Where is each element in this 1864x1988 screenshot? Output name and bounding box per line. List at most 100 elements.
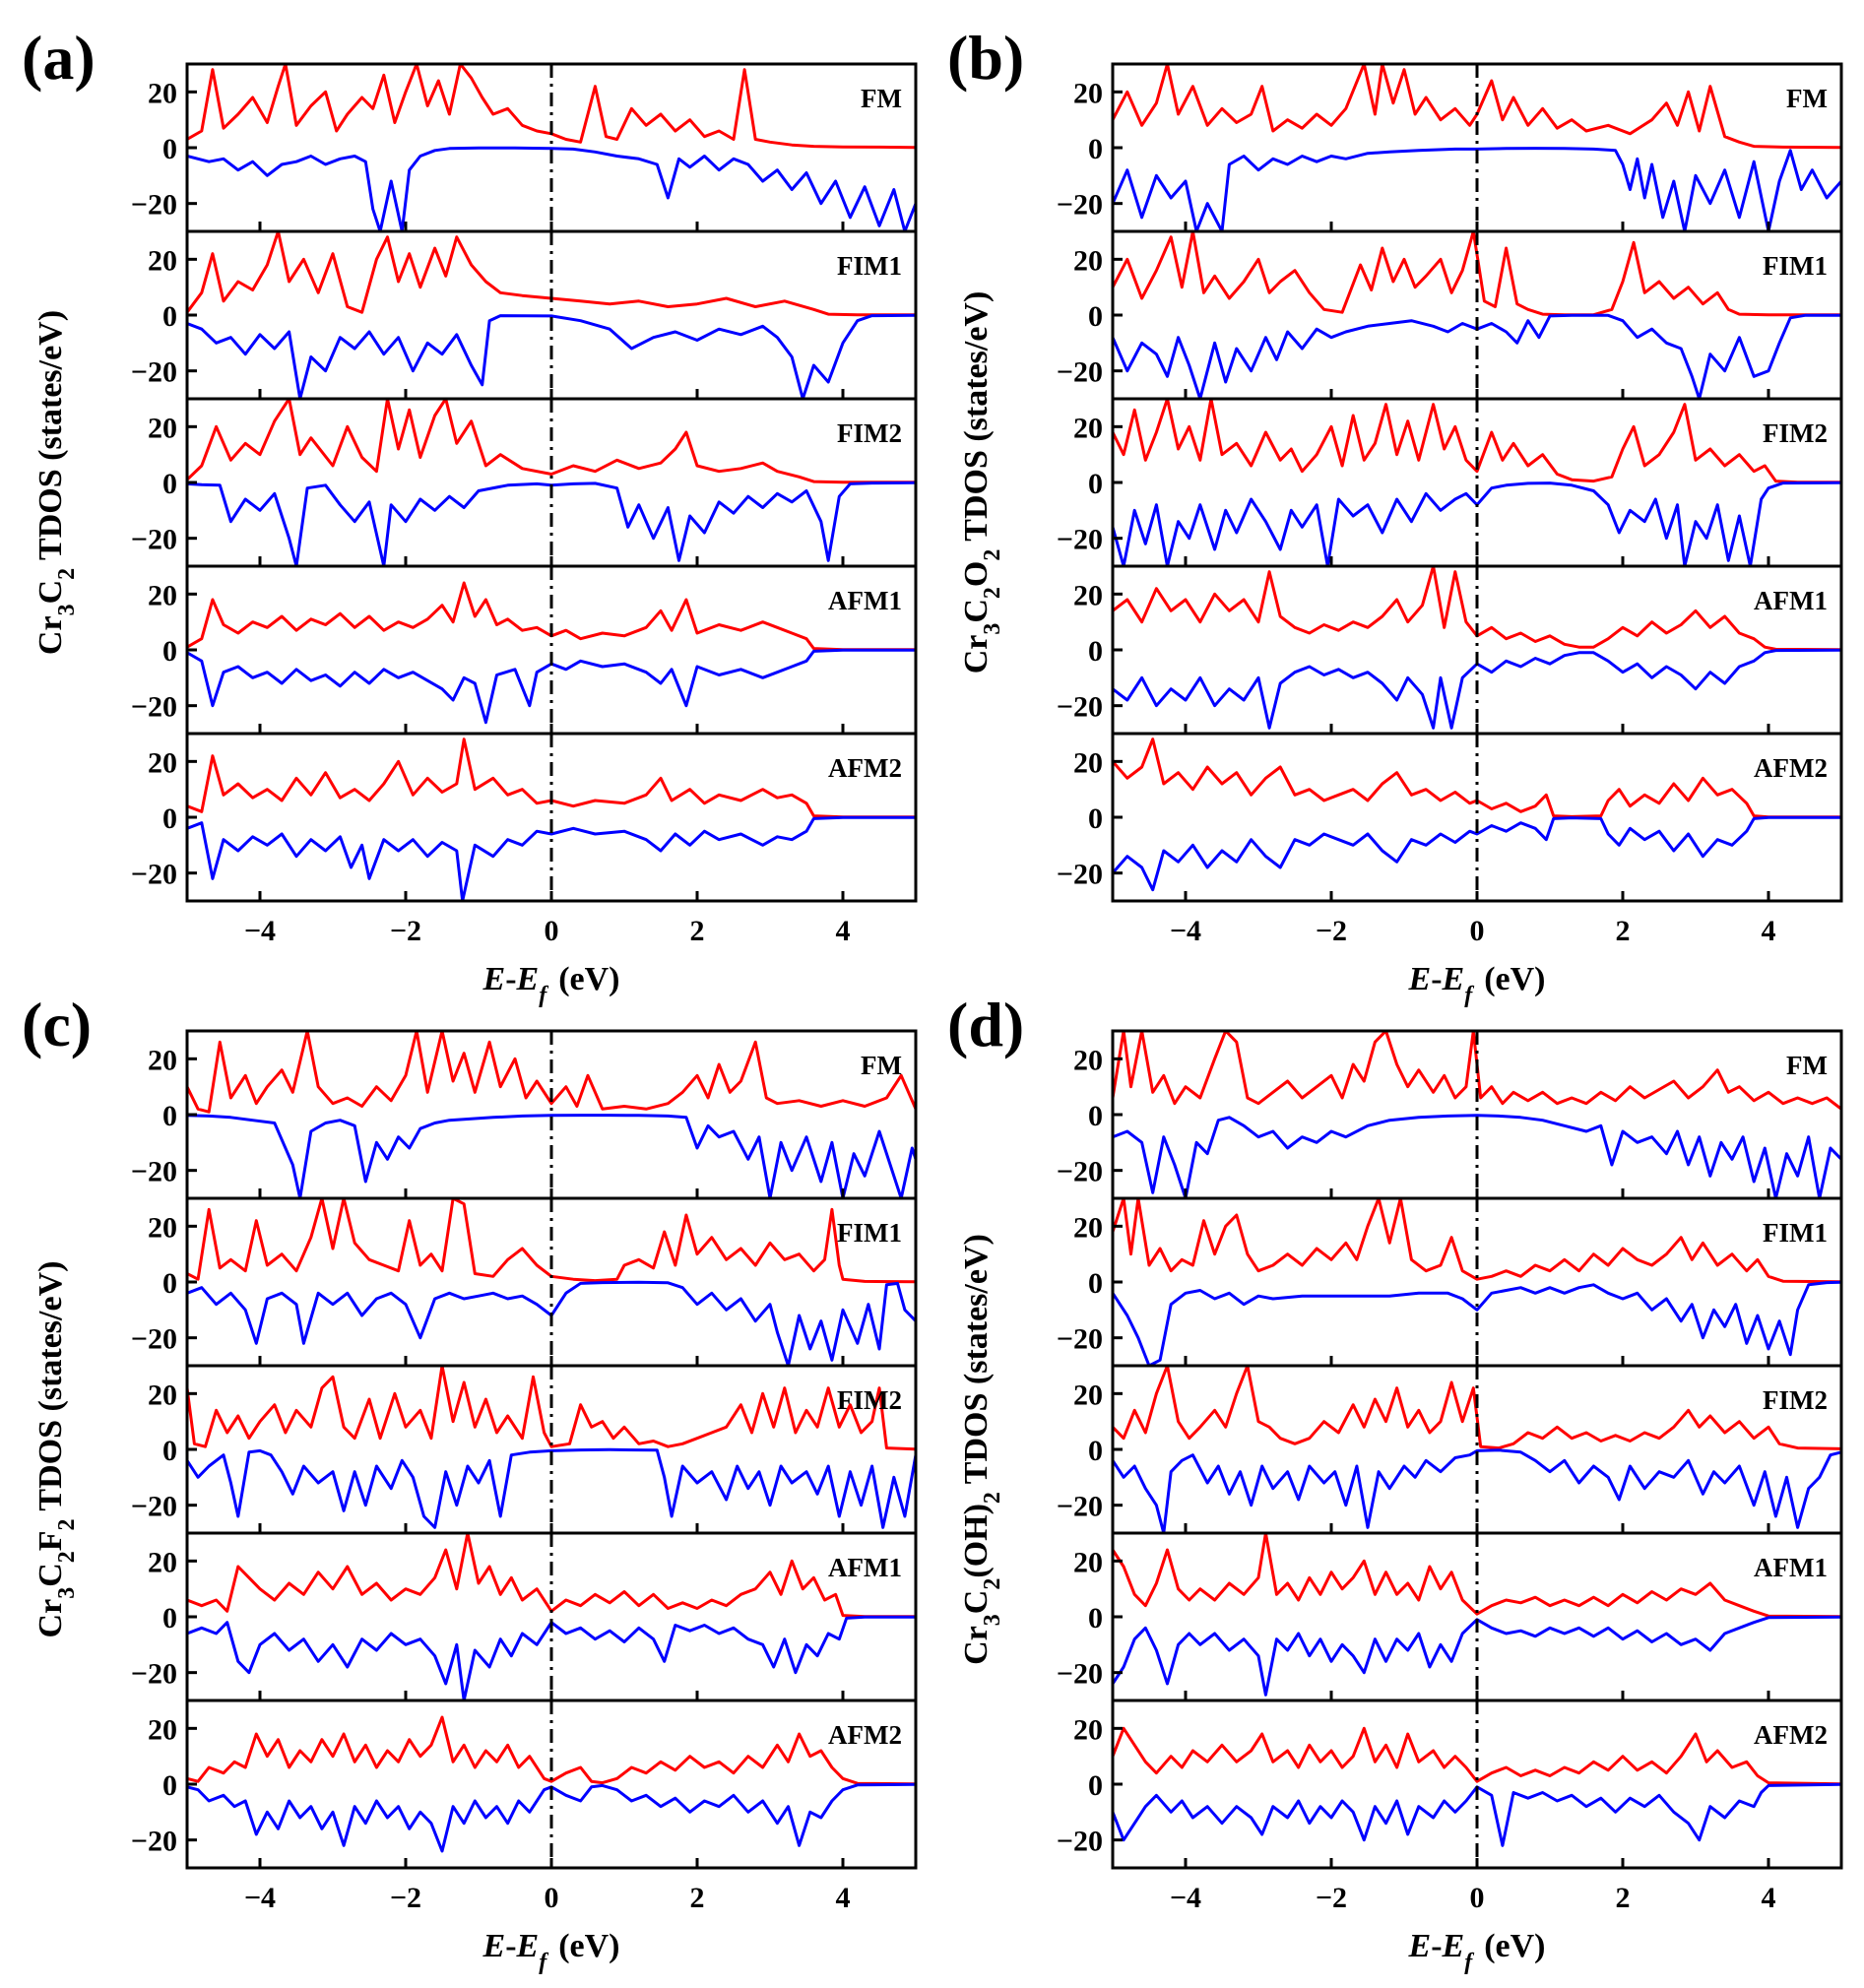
subplot-afm1: −20 0 20 AFM1 bbox=[131, 564, 918, 736]
spin-down-line bbox=[1113, 481, 1841, 566]
y-axis-title: Cr3C2 TDOS (states/eV) bbox=[32, 310, 80, 655]
y-tick-label: 20 bbox=[1073, 1044, 1103, 1076]
y-tick-label: 20 bbox=[148, 244, 177, 277]
y-tick-label: 0 bbox=[1088, 1769, 1103, 1802]
spin-up-line bbox=[1113, 1031, 1841, 1111]
config-label: FIM1 bbox=[1763, 1218, 1828, 1248]
spin-down-line bbox=[187, 648, 916, 725]
x-tick-label: 4 bbox=[836, 1882, 851, 1914]
config-label: FM bbox=[861, 1051, 902, 1080]
subplot-fim1: −20 0 20 FIM1 bbox=[1057, 229, 1843, 401]
y-tick-label: 20 bbox=[1073, 412, 1103, 444]
y-tick-label: 20 bbox=[148, 1211, 177, 1244]
spin-down-line bbox=[1113, 1280, 1841, 1366]
spin-down-line bbox=[187, 1114, 916, 1198]
subplot-afm2: −20 0 20 AFM2 bbox=[1057, 1699, 1843, 1870]
config-label: FM bbox=[1786, 84, 1828, 113]
y-tick-label: 20 bbox=[148, 1044, 177, 1076]
spin-down-line bbox=[187, 146, 916, 231]
panel-letter: (c) bbox=[22, 990, 92, 1059]
x-tick-label: 2 bbox=[1616, 1882, 1631, 1914]
config-label: AFM1 bbox=[1754, 1553, 1828, 1582]
subplot-fm: −20 0 20 FM bbox=[131, 1029, 918, 1200]
subplot-frame bbox=[185, 1531, 918, 1702]
spin-up-line bbox=[187, 1031, 916, 1114]
spin-down-line bbox=[1113, 1615, 1841, 1697]
y-tick-label: 20 bbox=[1073, 1713, 1103, 1746]
spin-up-line bbox=[1113, 1726, 1841, 1786]
spin-down-line bbox=[1113, 648, 1841, 730]
config-label: AFM2 bbox=[828, 1720, 902, 1750]
x-tick-label: −2 bbox=[390, 915, 421, 947]
subplot-afm1: −20 0 20 AFM1 bbox=[1057, 1531, 1843, 1702]
y-tick-label: 0 bbox=[1088, 1267, 1103, 1300]
x-axis-title: E-Ef (eV) bbox=[482, 1928, 620, 1975]
x-tick-label: −2 bbox=[1316, 915, 1347, 947]
y-tick-label: 0 bbox=[1088, 300, 1103, 333]
y-tick-label: 0 bbox=[162, 1100, 177, 1132]
spin-down-line bbox=[1113, 1114, 1841, 1198]
subplot-afm2: −20 0 20 AFM2 bbox=[131, 1699, 918, 1870]
config-label: FM bbox=[1786, 1051, 1828, 1080]
x-tick-label: 4 bbox=[1762, 1882, 1776, 1914]
y-tick-label: 0 bbox=[1088, 468, 1103, 500]
y-tick-label: −20 bbox=[131, 1323, 177, 1356]
y-tick-label: −20 bbox=[1057, 1826, 1103, 1858]
config-label: FIM2 bbox=[1763, 1385, 1828, 1415]
spin-down-line bbox=[187, 815, 916, 901]
y-tick-label: 20 bbox=[1073, 1546, 1103, 1578]
config-label: AFM2 bbox=[828, 753, 902, 783]
subplot-frame bbox=[1111, 564, 1843, 736]
x-tick-label: −4 bbox=[244, 915, 276, 947]
x-tick-label: 2 bbox=[1616, 915, 1631, 947]
config-label: AFM1 bbox=[828, 586, 902, 615]
y-tick-label: 0 bbox=[162, 133, 177, 165]
x-tick-label: 2 bbox=[690, 915, 705, 947]
panel-letter: (d) bbox=[947, 990, 1024, 1059]
subplot-fim1: −20 0 20 FIM1 bbox=[1057, 1196, 1843, 1368]
spin-up-line bbox=[1113, 399, 1841, 484]
config-label: FIM2 bbox=[1763, 418, 1828, 448]
y-tick-label: −20 bbox=[1057, 1323, 1103, 1356]
y-tick-label: −20 bbox=[1057, 1156, 1103, 1188]
x-tick-label: 0 bbox=[545, 1882, 559, 1914]
subplot-frame bbox=[1111, 732, 1843, 903]
y-tick-label: −20 bbox=[131, 859, 177, 891]
spin-up-line bbox=[1113, 737, 1841, 819]
y-tick-label: 20 bbox=[1073, 77, 1103, 109]
subplot-afm1: −20 0 20 AFM1 bbox=[131, 1531, 918, 1702]
y-tick-label: −20 bbox=[1057, 1658, 1103, 1691]
subplot-fm: −20 0 20 FM bbox=[131, 62, 918, 233]
config-label: AFM1 bbox=[1754, 586, 1828, 615]
spin-down-line bbox=[1113, 147, 1841, 231]
spin-up-line bbox=[187, 1533, 916, 1619]
x-tick-label: −4 bbox=[244, 1882, 276, 1914]
y-tick-label: −20 bbox=[1057, 691, 1103, 724]
spin-down-line bbox=[1113, 313, 1841, 399]
y-tick-label: 20 bbox=[1073, 579, 1103, 611]
config-label: FIM1 bbox=[837, 251, 902, 281]
y-tick-label: 0 bbox=[162, 802, 177, 835]
y-tick-label: −20 bbox=[131, 1156, 177, 1188]
spin-up-line bbox=[1113, 1533, 1841, 1619]
spin-up-line bbox=[187, 737, 916, 819]
x-tick-label: −4 bbox=[1170, 1882, 1201, 1914]
spin-up-line bbox=[187, 399, 916, 484]
x-axis-title: E-Ef (eV) bbox=[1408, 961, 1546, 1008]
config-label: FIM2 bbox=[837, 1385, 902, 1415]
spin-up-line bbox=[1113, 566, 1841, 652]
y-tick-label: −20 bbox=[1057, 356, 1103, 389]
y-tick-label: −20 bbox=[1057, 859, 1103, 891]
config-label: AFM1 bbox=[828, 1553, 902, 1582]
y-tick-label: −20 bbox=[131, 1491, 177, 1523]
spin-up-line bbox=[187, 581, 916, 652]
spin-up-line bbox=[1113, 64, 1841, 150]
y-tick-label: 20 bbox=[148, 579, 177, 611]
spin-up-line bbox=[1113, 231, 1841, 317]
spin-up-line bbox=[187, 1198, 916, 1284]
x-tick-label: −4 bbox=[1170, 915, 1201, 947]
y-tick-label: −20 bbox=[131, 691, 177, 724]
panel-letter: (a) bbox=[22, 23, 96, 93]
x-tick-label: 4 bbox=[1762, 915, 1776, 947]
